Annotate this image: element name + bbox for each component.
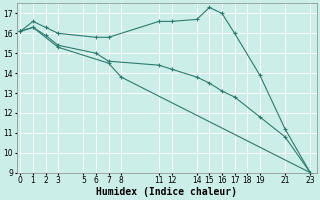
- X-axis label: Humidex (Indice chaleur): Humidex (Indice chaleur): [96, 186, 237, 197]
